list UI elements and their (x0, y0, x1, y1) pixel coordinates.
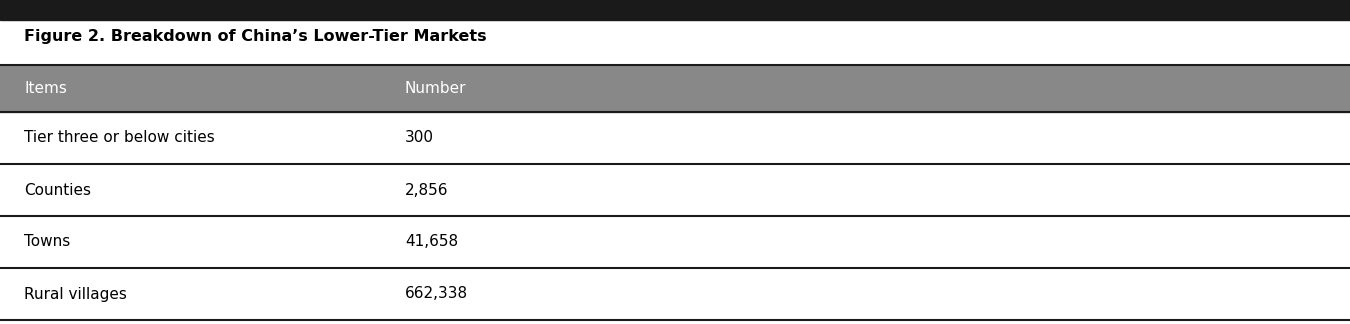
Text: 662,338: 662,338 (405, 286, 468, 302)
Text: Counties: Counties (24, 182, 92, 198)
Bar (0, 268, 1350, 320)
Bar (0, 112, 1350, 164)
Bar (0, 164, 1350, 216)
Bar (0, 0, 1350, 20)
Bar (0, 216, 1350, 268)
Text: Number: Number (405, 81, 467, 96)
Text: Figure 2. Breakdown of China’s Lower-Tier Markets: Figure 2. Breakdown of China’s Lower-Tie… (24, 29, 487, 44)
Bar (0, 65, 1350, 112)
Text: 300: 300 (405, 131, 433, 145)
Text: 41,658: 41,658 (405, 235, 458, 249)
Text: Rural villages: Rural villages (24, 286, 127, 302)
Text: Items: Items (24, 81, 68, 96)
Text: Tier three or below cities: Tier three or below cities (24, 131, 215, 145)
Text: Towns: Towns (24, 235, 70, 249)
Text: 2,856: 2,856 (405, 182, 448, 198)
